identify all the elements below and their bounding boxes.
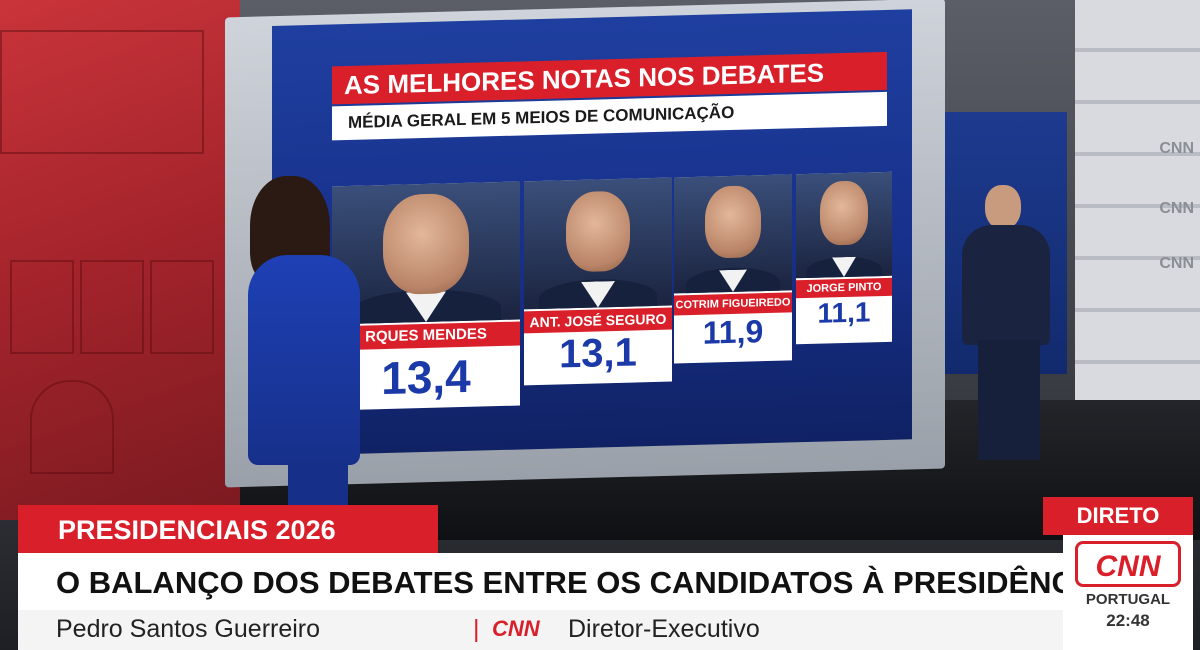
guest-name: Pedro Santos Guerreiro: [56, 615, 321, 643]
headline: O BALANÇO DOS DEBATES ENTRE OS CANDIDATO…: [18, 553, 1063, 613]
clock: 22:48: [1106, 611, 1150, 630]
candidate-card: JORGE PINTO 11,1: [796, 171, 892, 345]
wall-logo: CNN: [1159, 200, 1194, 217]
main-video-screen: AS MELHORES NOTAS NOS DEBATES MÉDIA GERA…: [272, 9, 912, 457]
cnn-logo-small: CNN: [492, 616, 540, 641]
candidate-photo: [674, 174, 792, 294]
candidate-card: COTRIM FIGUEIREDO 11,9: [674, 174, 792, 364]
presenter-man: [962, 225, 1050, 345]
candidate-name: RQUES MENDES: [332, 321, 520, 351]
wall-logo: CNN: [1159, 255, 1194, 272]
channel-country: PORTUGAL: [1085, 591, 1171, 608]
program-tag: PRESIDENCIAIS 2026: [18, 505, 438, 555]
red-video-wall: [0, 0, 240, 520]
candidate-score: 11,1: [817, 296, 871, 329]
cnn-logo: CNN: [1075, 541, 1181, 587]
candidate-card: RQUES MENDES 13,4: [332, 181, 520, 411]
candidate-score: 11,9: [702, 313, 764, 351]
candidate-score: 13,4: [381, 349, 471, 405]
candidate-card: ANT. JOSÉ SEGURO 13,1: [524, 177, 672, 386]
wall-logo: CNN: [1159, 140, 1194, 157]
presenter-woman: [248, 255, 360, 465]
candidate-photo: [332, 181, 520, 325]
candidate-photo: [524, 177, 672, 310]
presenter-man-head: [985, 185, 1021, 229]
name-bar: Pedro Santos Guerreiro | CNN Diretor-Exe…: [18, 610, 1063, 650]
presenter-man-legs: [978, 340, 1040, 460]
channel-bug: CNN PORTUGAL 22:48: [1063, 535, 1193, 650]
live-badge: DIRETO: [1043, 497, 1193, 535]
guest-role: Diretor-Executivo: [568, 615, 760, 643]
right-wall-panels: CNN CNN CNN: [1075, 0, 1200, 420]
candidate-photo: [796, 171, 892, 279]
candidate-score: 13,1: [559, 330, 637, 377]
separator: |: [473, 615, 480, 643]
